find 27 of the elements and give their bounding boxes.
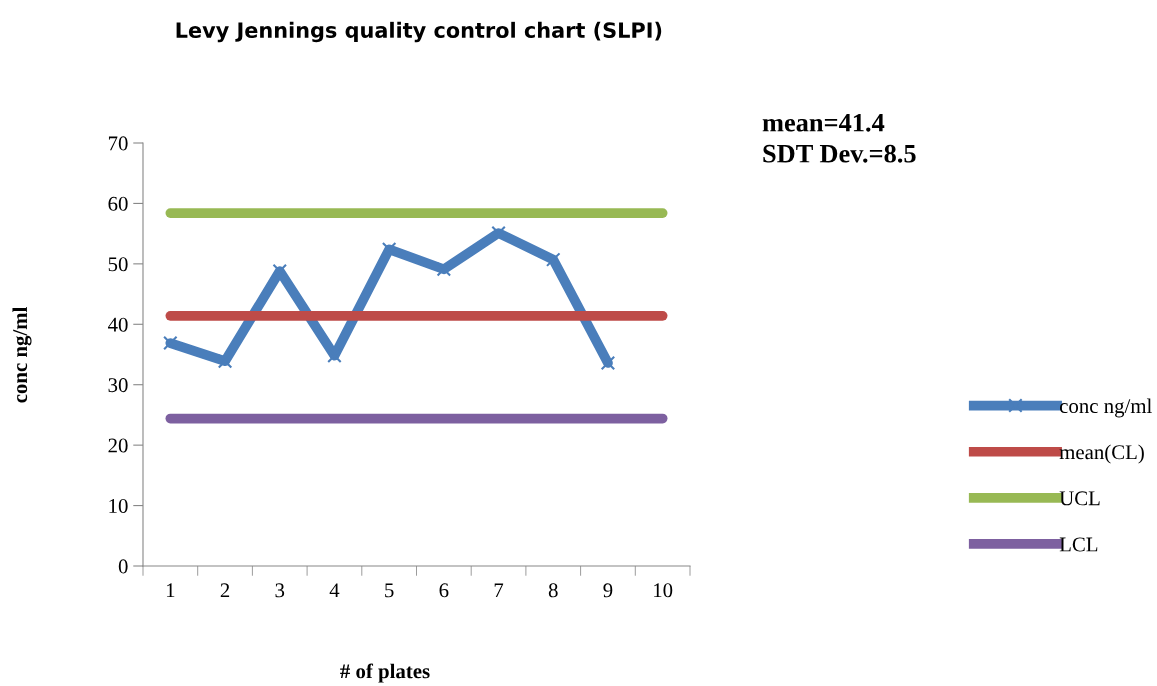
legend-label: mean(CL) — [1059, 444, 1144, 464]
legend-label: LCL — [1059, 537, 1098, 552]
x-tick-label: 7 — [494, 583, 504, 598]
y-axis-title: conc ng/ml — [12, 307, 32, 403]
text: SDT Dev.=8.5 — [763, 144, 916, 163]
y-tick-label: 10 — [109, 498, 128, 513]
y-tick-label: 0 — [118, 559, 128, 574]
x-tick-label: 4 — [329, 583, 340, 598]
y-tick-label: 40 — [107, 317, 128, 332]
y-tick-label: 70 — [108, 136, 128, 151]
chart-title: Levy Jennings quality control chart (SLPI) — [176, 21, 662, 43]
legend-label: UCL — [1059, 491, 1100, 506]
x-tick-label: 9 — [603, 583, 613, 598]
y-tick-label: 50 — [108, 257, 128, 272]
x-tick-label: 1 — [166, 583, 175, 598]
x-axis-title: # of plates — [340, 663, 430, 683]
x-tick-label: 10 — [654, 583, 673, 598]
x-tick-label: 2 — [220, 583, 230, 598]
x-tick-label: 8 — [548, 583, 558, 598]
text: mean=41.4 — [762, 113, 885, 132]
y-tick-label: 20 — [108, 438, 128, 453]
x-tick-label: 6 — [439, 583, 449, 598]
legend-label: conc ng/ml — [1059, 398, 1152, 418]
y-tick-label: 30 — [108, 378, 128, 393]
y-tick-label: 60 — [108, 196, 128, 211]
x-tick-label: 5 — [385, 583, 394, 598]
x-tick-label: 3 — [275, 583, 285, 598]
